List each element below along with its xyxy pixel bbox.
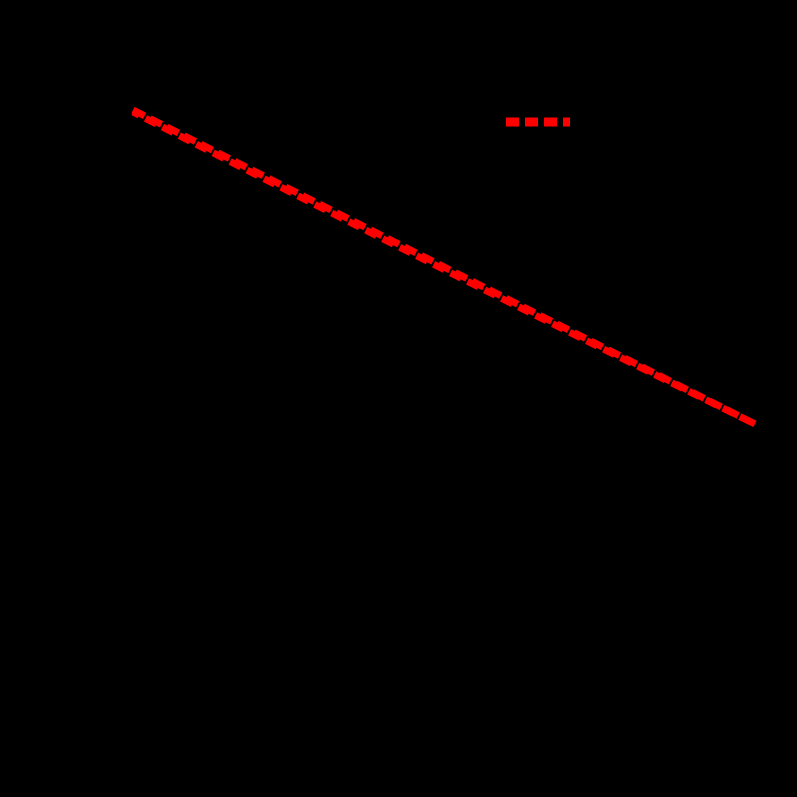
data-series-line-2 [131, 108, 757, 428]
axes-spines [99, 59, 776, 721]
axis-ticks [93, 59, 776, 727]
